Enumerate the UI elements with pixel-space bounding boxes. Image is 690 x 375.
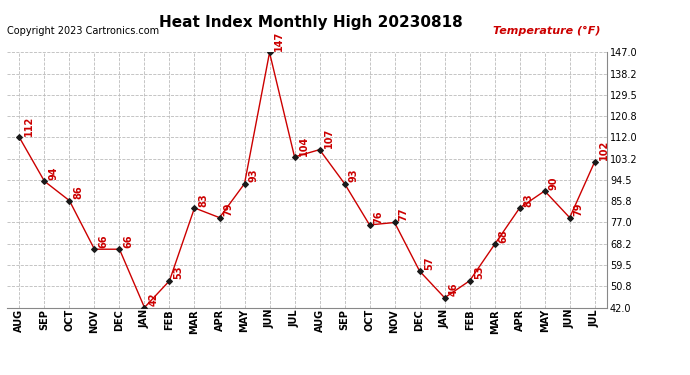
Text: 102: 102 bbox=[599, 140, 609, 160]
Text: 112: 112 bbox=[23, 116, 34, 136]
Point bbox=[289, 154, 300, 160]
Point bbox=[539, 188, 550, 194]
Text: 66: 66 bbox=[124, 234, 134, 248]
Point bbox=[564, 214, 575, 220]
Text: 46: 46 bbox=[448, 283, 459, 296]
Text: 93: 93 bbox=[248, 169, 259, 182]
Text: Temperature (°F): Temperature (°F) bbox=[493, 26, 600, 36]
Text: 93: 93 bbox=[348, 169, 359, 182]
Point bbox=[139, 304, 150, 310]
Text: 77: 77 bbox=[399, 208, 408, 221]
Text: 53: 53 bbox=[474, 266, 484, 279]
Point bbox=[89, 246, 100, 252]
Text: 76: 76 bbox=[374, 210, 384, 224]
Point bbox=[114, 246, 125, 252]
Text: 94: 94 bbox=[48, 166, 59, 180]
Text: 83: 83 bbox=[199, 193, 208, 207]
Point bbox=[489, 242, 500, 248]
Text: 86: 86 bbox=[74, 186, 83, 199]
Text: 104: 104 bbox=[299, 135, 308, 156]
Point bbox=[39, 178, 50, 184]
Point bbox=[189, 205, 200, 211]
Point bbox=[214, 214, 225, 220]
Text: 90: 90 bbox=[549, 176, 559, 189]
Point bbox=[264, 50, 275, 55]
Point bbox=[64, 198, 75, 204]
Point bbox=[439, 295, 450, 301]
Point bbox=[239, 181, 250, 187]
Text: 79: 79 bbox=[224, 203, 234, 216]
Point bbox=[164, 278, 175, 284]
Text: 66: 66 bbox=[99, 234, 108, 248]
Point bbox=[514, 205, 525, 211]
Text: 107: 107 bbox=[324, 128, 334, 148]
Text: 79: 79 bbox=[574, 203, 584, 216]
Point bbox=[464, 278, 475, 284]
Text: 68: 68 bbox=[499, 230, 509, 243]
Point bbox=[389, 219, 400, 225]
Text: 147: 147 bbox=[274, 31, 284, 51]
Point bbox=[414, 268, 425, 274]
Point bbox=[339, 181, 350, 187]
Text: Heat Index Monthly High 20230818: Heat Index Monthly High 20230818 bbox=[159, 15, 462, 30]
Text: 83: 83 bbox=[524, 193, 534, 207]
Text: 57: 57 bbox=[424, 256, 434, 270]
Text: 53: 53 bbox=[174, 266, 184, 279]
Point bbox=[364, 222, 375, 228]
Text: Copyright 2023 Cartronics.com: Copyright 2023 Cartronics.com bbox=[7, 26, 159, 36]
Text: 42: 42 bbox=[148, 292, 159, 306]
Point bbox=[314, 147, 325, 153]
Point bbox=[589, 159, 600, 165]
Point bbox=[14, 135, 25, 141]
